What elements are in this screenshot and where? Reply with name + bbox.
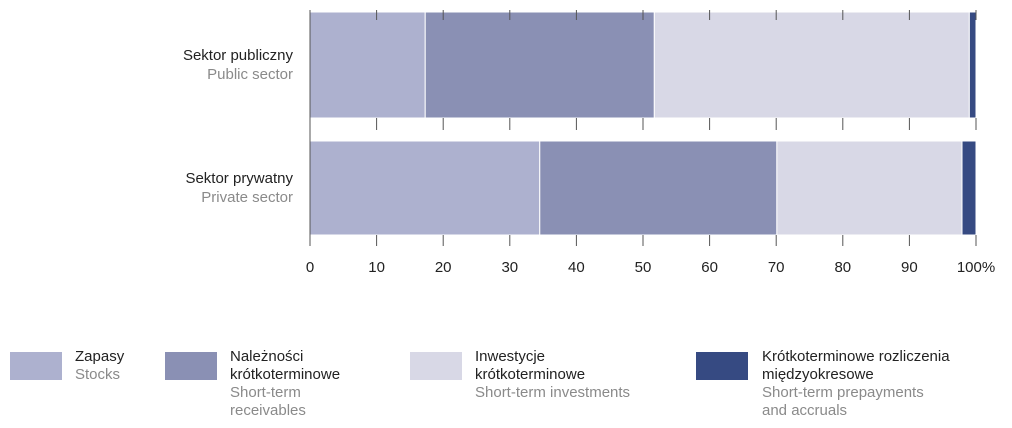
x-tick-label: 20 — [435, 259, 452, 276]
legend-label-en: Stocks — [75, 366, 121, 383]
legend-label-en: Short-term investments — [475, 384, 631, 401]
bar-segment — [968, 11, 977, 119]
legend-swatch — [696, 352, 748, 380]
x-tick-label: 50 — [635, 259, 652, 276]
bar-segment — [539, 140, 778, 236]
category-label: Sektor publiczny — [183, 47, 294, 64]
x-tick-label: 0 — [306, 259, 314, 276]
legend-swatch — [410, 352, 462, 380]
x-tick-label: 70 — [768, 259, 785, 276]
legend-swatch — [10, 352, 62, 380]
legend-item: Zapasy Stocks — [75, 348, 155, 384]
x-tick-label: 80 — [834, 259, 851, 276]
x-tick-label: 40 — [568, 259, 585, 276]
legend-label-en: Short-term receivables — [230, 384, 306, 419]
bar-segment — [653, 11, 970, 119]
x-tick-label: 10 — [368, 259, 385, 276]
bar-segment — [961, 140, 977, 236]
bar-segment — [309, 11, 426, 119]
bar-segment — [309, 140, 541, 236]
legend-item: Należności krótkoterminowe Short-term rec… — [230, 348, 380, 420]
bar-segment — [424, 11, 655, 119]
bar-segment — [776, 140, 963, 236]
x-tick-label: 60 — [701, 259, 718, 276]
legend-label: Zapasy — [75, 348, 125, 365]
legend-label: Krótkoterminowe rozliczenia międzyokreso… — [762, 348, 950, 383]
chart: Sektor publiczny Public sector Sektor pryw… — [183, 10, 995, 276]
x-tick-label: 100% — [957, 259, 995, 276]
category-label-en: Public sector — [207, 66, 293, 83]
legend-label: Inwestycje krótkoterminowe — [475, 348, 586, 383]
category-label-en: Private sector — [201, 189, 293, 206]
legend-item: Krótkoterminowe rozliczenia międzyokreso… — [762, 348, 1002, 420]
legend-label-en: Short-term prepayments and accruals — [762, 384, 924, 419]
legend-label: Należności krótkoterminowe — [230, 348, 341, 383]
x-tick-label: 30 — [501, 259, 518, 276]
legend-swatch — [165, 352, 217, 380]
x-tick-label: 90 — [901, 259, 918, 276]
legend-item: Inwestycje krótkoterminowe Short-term inv… — [475, 348, 675, 402]
category-label: Sektor prywatny — [185, 170, 293, 187]
